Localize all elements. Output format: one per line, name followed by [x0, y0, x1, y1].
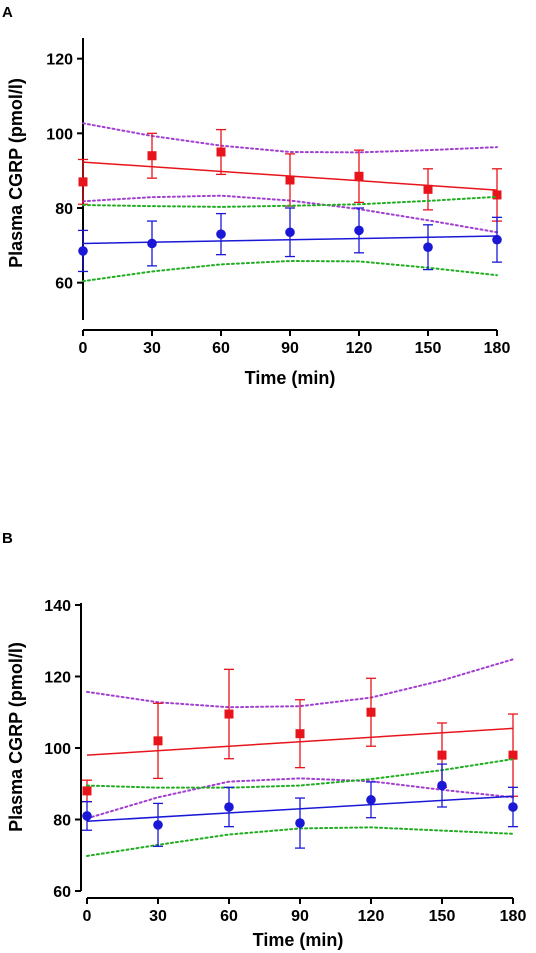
confidence-band-upper-b-square — [86, 658, 514, 709]
x-tick-label-a: 120 — [346, 340, 373, 357]
y-tick-label-b: 60 — [53, 884, 71, 901]
data-point-b-circle — [82, 811, 92, 821]
data-point-b-square — [366, 707, 376, 717]
panel-label-b: B — [2, 530, 13, 547]
x-axis-title-b: Time (min) — [253, 930, 344, 950]
x-tick-label-a: 90 — [281, 340, 299, 357]
data-point-a-circle — [285, 227, 295, 238]
y-tick-label-a: 120 — [46, 52, 73, 69]
panel-label-a: A — [2, 4, 13, 21]
y-tick-label-a: 60 — [55, 276, 73, 293]
data-point-b-square — [295, 729, 305, 739]
data-point-a-circle — [78, 246, 88, 256]
y-axis-title-b: Plasma CGRP (pmol/l) — [6, 642, 26, 832]
x-tick-label-a: 150 — [415, 340, 442, 357]
data-point-a-square — [285, 175, 295, 185]
y-tick-label-b: 120 — [44, 670, 71, 687]
data-point-a-square — [147, 151, 157, 161]
data-point-b-circle — [366, 795, 376, 805]
x-tick-label-b: 180 — [500, 908, 527, 925]
data-point-a-circle — [492, 234, 502, 245]
x-tick-label-a: 0 — [79, 340, 88, 357]
x-tick-label-a: 30 — [143, 340, 161, 357]
data-point-b-square — [437, 750, 447, 760]
data-point-a-circle — [423, 242, 433, 252]
data-point-a-circle — [216, 229, 226, 239]
y-tick-label-b: 80 — [53, 813, 71, 830]
x-tick-label-a: 180 — [484, 340, 511, 357]
data-point-b-circle — [508, 802, 518, 812]
y-tick-label-a: 100 — [46, 126, 73, 143]
y-tick-label-b: 100 — [44, 741, 71, 758]
y-axis-title-a: Plasma CGRP (pmol/l) — [6, 78, 26, 268]
data-point-a-square — [354, 171, 364, 181]
data-point-b-circle — [437, 780, 447, 791]
data-point-b-square — [224, 709, 234, 719]
confidence-band-lower-a-circle — [82, 260, 498, 283]
data-point-b-circle — [224, 802, 234, 812]
y-tick-label-a: 80 — [55, 201, 73, 218]
x-tick-label-b: 60 — [220, 908, 238, 925]
x-tick-label-b: 120 — [358, 908, 385, 925]
data-point-b-square — [508, 750, 518, 760]
x-axis-title-a: Time (min) — [245, 368, 336, 388]
x-tick-label-b: 150 — [429, 908, 456, 925]
data-point-a-square — [78, 177, 88, 187]
data-point-a-square — [492, 190, 502, 200]
data-point-b-circle — [153, 820, 163, 830]
confidence-band-upper-a-circle — [82, 195, 498, 208]
confidence-band-upper-a-square — [82, 122, 498, 154]
x-tick-label-a: 60 — [212, 340, 230, 357]
x-tick-label-b: 0 — [83, 908, 92, 925]
x-tick-label-b: 90 — [291, 908, 309, 925]
data-point-a-circle — [147, 238, 157, 249]
x-tick-label-b: 30 — [149, 908, 167, 925]
data-point-a-square — [423, 184, 433, 194]
panel-a: A Plasma CGRP (pmol/l) Time (min) 60 80 10… — [2, 4, 510, 388]
data-point-a-square — [216, 147, 226, 157]
y-tick-label-b: 140 — [44, 598, 71, 615]
panel-b: B Plasma CGRP (pmol/l) Time (min) 60 80 10… — [2, 530, 526, 950]
data-point-b-square — [153, 736, 163, 746]
data-point-b-circle — [295, 818, 305, 828]
data-point-b-square — [82, 786, 92, 796]
data-point-a-circle — [354, 225, 364, 236]
